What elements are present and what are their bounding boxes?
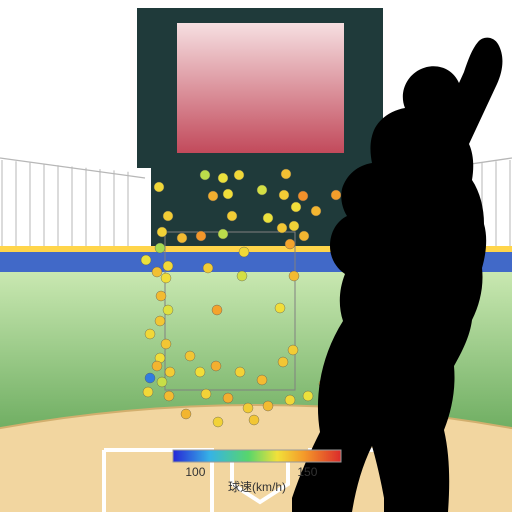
pitch-dot: [289, 221, 299, 231]
pitch-dot: [181, 409, 191, 419]
pitch-dot: [278, 357, 288, 367]
pitch-dot: [237, 271, 247, 281]
pitch-dot: [218, 173, 228, 183]
pitch-dot: [303, 391, 313, 401]
pitch-dot: [177, 233, 187, 243]
pitch-dot: [152, 361, 162, 371]
pitch-dot: [223, 393, 233, 403]
pitch-dot: [311, 206, 321, 216]
pitch-dot: [298, 191, 308, 201]
pitch-dot: [156, 291, 166, 301]
pitch-dot: [161, 273, 171, 283]
pitch-dot: [196, 231, 206, 241]
pitch-dot: [299, 231, 309, 241]
legend-title: 球速(km/h): [228, 480, 286, 494]
pitch-dot: [155, 243, 165, 253]
bleachers-left: [0, 157, 139, 252]
pitch-dot: [164, 391, 174, 401]
pitch-dot: [157, 227, 167, 237]
pitch-dot: [277, 223, 287, 233]
pitch-dot: [239, 247, 249, 257]
pitch-dot: [257, 375, 267, 385]
pitch-dot: [200, 170, 210, 180]
pitch-dot: [163, 305, 173, 315]
legend-tick: 100: [185, 465, 205, 479]
pitch-dot: [263, 401, 273, 411]
pitch-dot: [257, 185, 267, 195]
pitch-dot: [285, 395, 295, 405]
pitch-dot: [211, 361, 221, 371]
pitch-dot: [234, 170, 244, 180]
pitch-dot: [185, 351, 195, 361]
pitch-dot: [275, 303, 285, 313]
scoreboard-screen: [177, 23, 344, 153]
pitch-dot: [263, 213, 273, 223]
pitch-dot: [203, 263, 213, 273]
pitch-dot: [218, 229, 228, 239]
pitch-dot: [213, 417, 223, 427]
pitch-dot: [291, 202, 301, 212]
pitch-dot: [279, 190, 289, 200]
pitch-dot: [141, 255, 151, 265]
pitch-dot: [165, 367, 175, 377]
legend-bar: [173, 450, 341, 462]
pitch-dot: [249, 415, 259, 425]
pitch-dot: [152, 267, 162, 277]
pitch-dot: [289, 271, 299, 281]
pitch-dot: [145, 373, 155, 383]
pitch-dot: [235, 367, 245, 377]
legend-tick: 150: [297, 465, 317, 479]
pitch-dot: [281, 169, 291, 179]
pitch-dot: [227, 211, 237, 221]
pitch-dot: [154, 182, 164, 192]
pitch-dot: [285, 239, 295, 249]
pitch-dot: [195, 367, 205, 377]
pitch-dot: [288, 345, 298, 355]
pitch-dot: [145, 329, 155, 339]
pitch-dot: [157, 377, 167, 387]
pitch-dot: [223, 189, 233, 199]
pitch-dot: [212, 305, 222, 315]
pitch-dot: [143, 387, 153, 397]
pitch-dot: [155, 316, 165, 326]
pitch-dot: [161, 339, 171, 349]
pitch-dot: [163, 261, 173, 271]
pitch-dot: [208, 191, 218, 201]
pitch-dot: [331, 190, 341, 200]
pitch-dot: [201, 389, 211, 399]
pitch-dot: [243, 403, 253, 413]
pitch-dot: [163, 211, 173, 221]
